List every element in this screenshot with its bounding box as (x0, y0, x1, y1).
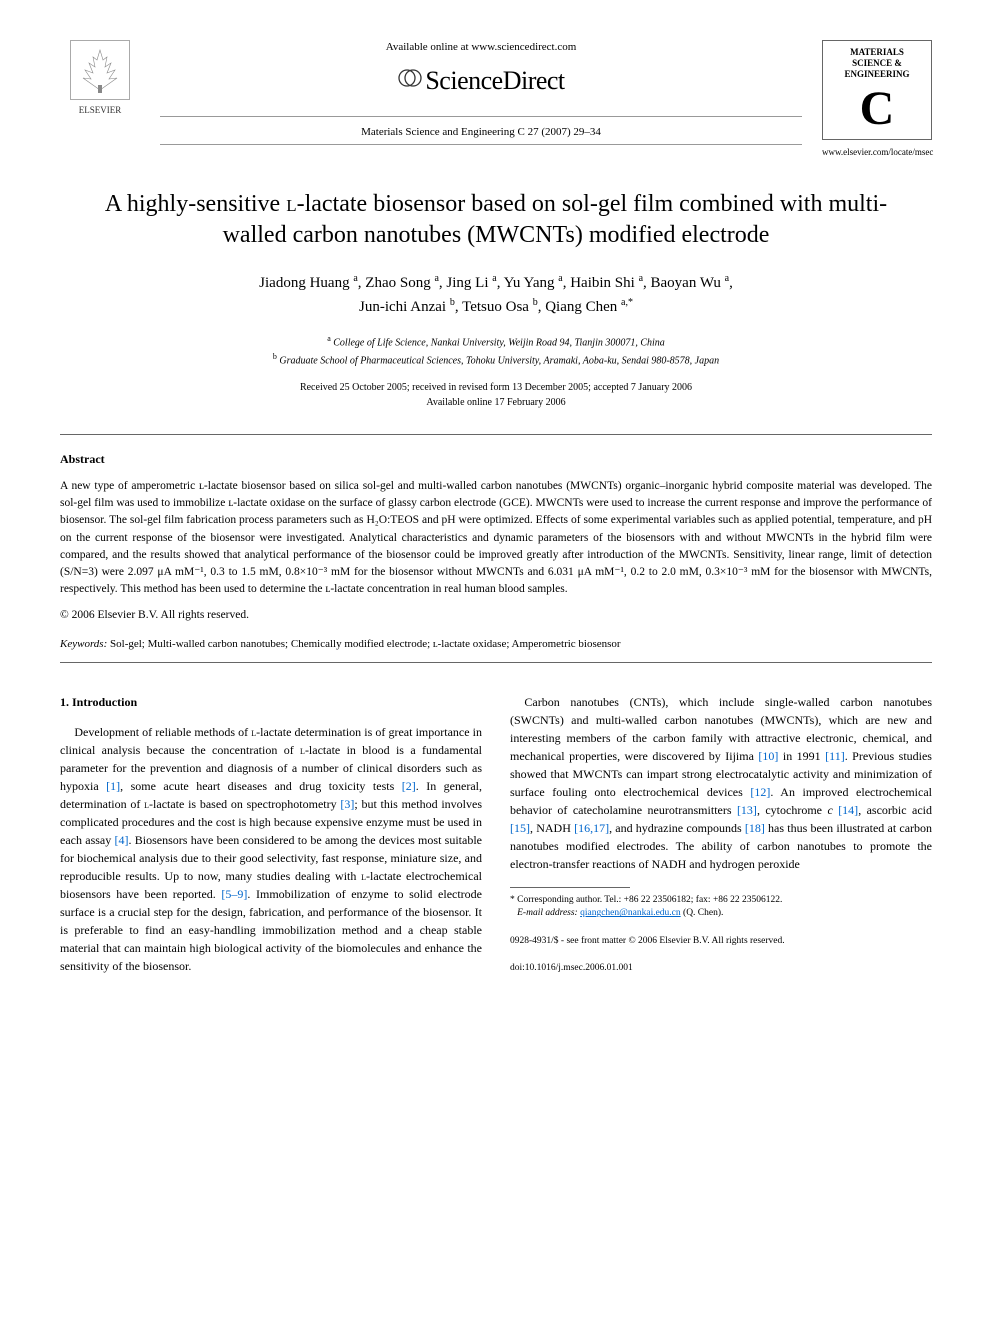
keywords-label: Keywords: (60, 638, 107, 650)
cite-link[interactable]: [11] (825, 749, 845, 763)
affiliation-a: College of Life Science, Nankai Universi… (333, 338, 665, 349)
email-who: (Q. Chen). (683, 908, 723, 918)
publisher-logo: ELSEVIER (60, 40, 140, 117)
cite-link[interactable]: [18] (745, 821, 765, 835)
affiliation-b: Graduate School of Pharmaceutical Scienc… (279, 355, 719, 366)
body-columns: 1. Introduction Development of reliable … (60, 693, 932, 975)
affiliations: a College of Life Science, Nankai Univer… (60, 333, 932, 368)
cover-line3: ENGINEERING (827, 69, 927, 80)
author: Qiang Chen a,* (545, 299, 633, 315)
publisher-name: ELSEVIER (60, 104, 140, 117)
keywords-text: Sol-gel; Multi-walled carbon nanotubes; … (110, 638, 621, 650)
intro-para2: Carbon nanotubes (CNTs), which include s… (510, 693, 932, 873)
elsevier-tree-icon (70, 40, 130, 100)
sciencedirect-brand: ScienceDirect (160, 63, 802, 101)
cite-link[interactable]: [10] (758, 749, 778, 763)
intro-heading: 1. Introduction (60, 693, 482, 711)
corresponding-author: * Corresponding author. Tel.: +86 22 235… (510, 894, 932, 907)
doi-line: doi:10.1016/j.msec.2006.01.001 (510, 962, 932, 975)
center-header: Available online at www.sciencedirect.co… (140, 40, 822, 149)
cite-link[interactable]: [3] (340, 797, 354, 811)
email-line: E-mail address: qiangchen@nankai.edu.cn … (510, 907, 932, 920)
article-title: A highly-sensitive l-lactate biosensor b… (80, 189, 912, 251)
sciencedirect-text: ScienceDirect (425, 66, 564, 95)
cite-link[interactable]: [2] (402, 779, 416, 793)
intro-para1: Development of reliable methods of l-lac… (60, 723, 482, 975)
article-dates: Received 25 October 2005; received in re… (60, 380, 932, 410)
cover-box: MATERIALS SCIENCE & ENGINEERING C (822, 40, 932, 140)
cover-line2: SCIENCE & (827, 58, 927, 69)
cite-link[interactable]: [13] (737, 803, 757, 817)
author: Haibin Shi a (570, 275, 643, 291)
author: Jiadong Huang a (259, 275, 358, 291)
abstract-body: A new type of amperometric ʟ-lactate bio… (60, 478, 932, 599)
issn-line: 0928-4931/$ - see front matter © 2006 El… (510, 935, 932, 948)
cover-letter: C (827, 85, 927, 133)
keywords: Keywords: Sol-gel; Multi-walled carbon n… (60, 637, 932, 652)
online-date: Available online 17 February 2006 (426, 397, 565, 408)
cite-link[interactable]: [14] (838, 803, 858, 817)
cover-url: www.elsevier.com/locate/msec (822, 146, 932, 159)
author: Zhao Song a (365, 275, 439, 291)
email-link[interactable]: qiangchen@nankai.edu.cn (580, 908, 681, 918)
author: Jun-ichi Anzai b (359, 299, 455, 315)
footnote-block: * Corresponding author. Tel.: +86 22 235… (510, 887, 932, 975)
authors-block: Jiadong Huang a, Zhao Song a, Jing Li a,… (60, 271, 932, 319)
page-header: ELSEVIER Available online at www.science… (60, 40, 932, 159)
sciencedirect-icon (397, 65, 423, 101)
received-date: Received 25 October 2005; received in re… (300, 382, 692, 393)
copyright-line: © 2006 Elsevier B.V. All rights reserved… (60, 607, 932, 623)
cover-line1: MATERIALS (827, 47, 927, 58)
journal-reference: Materials Science and Engineering C 27 (… (160, 125, 802, 140)
author: Tetsuo Osa b (462, 299, 538, 315)
cite-link[interactable]: [12] (750, 785, 770, 799)
author: Yu Yang a (504, 275, 563, 291)
cite-link[interactable]: [5–9] (221, 887, 247, 901)
cite-link[interactable]: [16,17] (574, 821, 609, 835)
cite-link[interactable]: [15] (510, 821, 530, 835)
author: Jing Li a (446, 275, 496, 291)
abstract-heading: Abstract (60, 451, 932, 468)
email-label: E-mail address: (517, 908, 578, 918)
cite-link[interactable]: [4] (115, 833, 129, 847)
cite-link[interactable]: [1] (106, 779, 120, 793)
author: Baoyan Wu a (651, 275, 730, 291)
available-online-text: Available online at www.sciencedirect.co… (160, 40, 802, 55)
journal-cover: MATERIALS SCIENCE & ENGINEERING C www.el… (822, 40, 932, 159)
